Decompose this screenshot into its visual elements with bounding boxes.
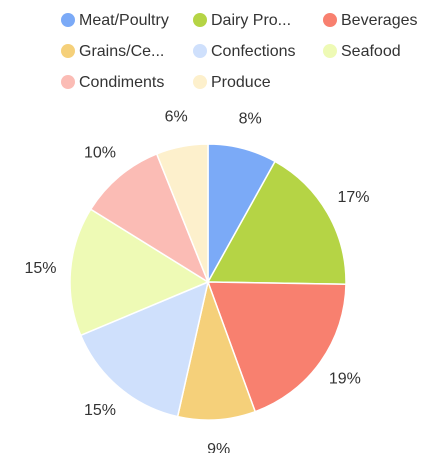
- pie-slice: [176, 279, 257, 421]
- data-label: 15%: [25, 260, 57, 277]
- legend-swatch: [61, 75, 75, 89]
- legend-swatch: [193, 75, 207, 89]
- data-label: 17%: [337, 189, 369, 206]
- legend-label: Produce: [211, 74, 271, 91]
- pie-slice: [89, 152, 210, 284]
- legend-label: Beverages: [341, 12, 418, 29]
- pie-slice: [79, 280, 210, 418]
- legend-swatch: [193, 13, 207, 27]
- legend-swatch: [61, 13, 75, 27]
- data-label: 15%: [84, 402, 116, 419]
- legend-label: Confections: [211, 43, 296, 60]
- legend-label: Grains/Ce...: [79, 43, 164, 60]
- legend-swatch: [61, 44, 75, 58]
- data-label: 19%: [329, 371, 361, 388]
- data-label: 6%: [165, 108, 188, 125]
- legend-swatch: [323, 13, 337, 27]
- data-label: 10%: [84, 145, 116, 162]
- pie-slice: [69, 208, 210, 337]
- pie-slice: [206, 281, 347, 413]
- data-label: 9%: [207, 441, 230, 453]
- legend-label: Seafood: [341, 43, 401, 60]
- pie-slice: [206, 160, 347, 285]
- legend-label: Dairy Pro...: [211, 12, 291, 29]
- legend-label: Condiments: [79, 74, 164, 91]
- data-label: 8%: [239, 111, 262, 128]
- legend-swatch: [323, 44, 337, 58]
- pie-slice: [155, 143, 209, 283]
- legend-label: Meat/Poultry: [79, 12, 169, 29]
- legend-swatch: [193, 44, 207, 58]
